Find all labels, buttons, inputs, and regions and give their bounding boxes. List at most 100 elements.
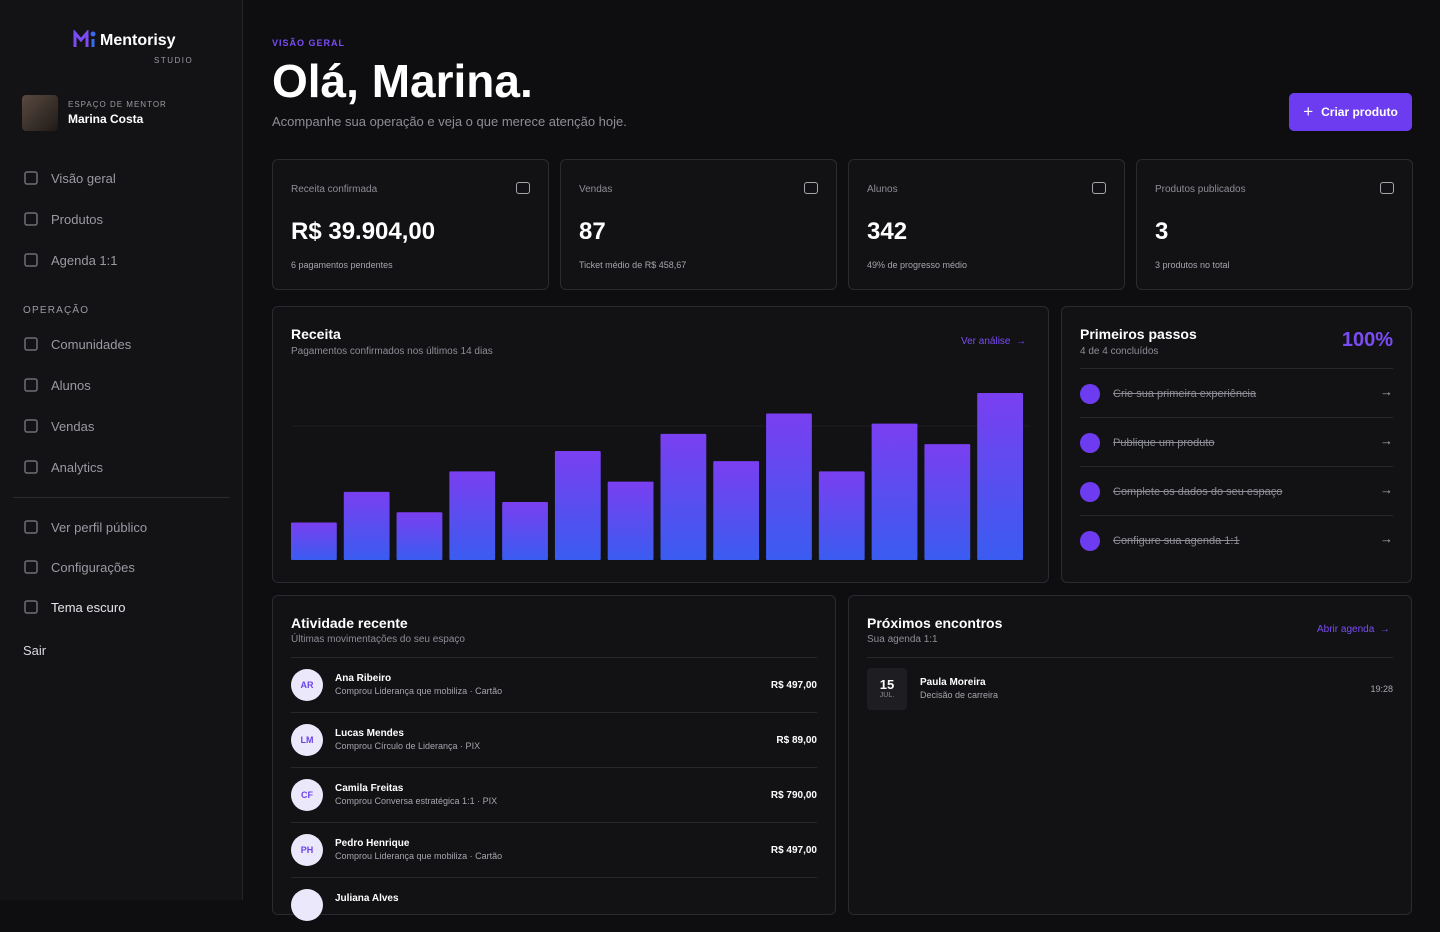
- bar: [766, 413, 812, 560]
- meeting: 15 JUL. Paula Moreira Decisão de carreira 19…: [867, 668, 1393, 710]
- card-subtitle: Pagamentos confirmados nos últimos 14 di…: [291, 346, 493, 357]
- stat-label: Produtos publicados: [1155, 184, 1246, 195]
- stat-icon: [516, 182, 530, 194]
- activity-card: Atividade recente Últimas movimentações …: [272, 595, 836, 921]
- nav-item[interactable]: Configurações: [23, 559, 135, 575]
- nav-label: Configurações: [51, 559, 135, 575]
- step: Configure sua agenda 1:1 →: [1080, 515, 1393, 564]
- chart: [291, 393, 1030, 560]
- nav-icon: [24, 520, 38, 534]
- nav-icon: [24, 337, 38, 351]
- nav-item[interactable]: Produtos: [23, 211, 103, 227]
- name: Camila Freitas: [335, 783, 404, 794]
- arrow-icon: →: [1380, 482, 1393, 497]
- check-icon: [1080, 531, 1100, 551]
- amount: R$ 790,00: [770, 790, 817, 801]
- button-label: Criar produto: [1321, 105, 1398, 119]
- step-label: Crie sua primeira experiência: [1113, 388, 1257, 400]
- logo-icon: [73, 30, 96, 47]
- nav-icon: [24, 560, 38, 574]
- activity-row: LM Lucas Mendes Comprou Círculo de Lideran…: [291, 712, 817, 767]
- avatar: [22, 95, 58, 131]
- nav-item[interactable]: Tema escuro: [23, 599, 125, 615]
- bar: [396, 512, 443, 560]
- nav-item[interactable]: Alunos: [23, 377, 91, 393]
- nav-icon: [24, 419, 38, 433]
- meetings-card: Próximos encontros Sua agenda 1:1 Abrir …: [848, 595, 1412, 915]
- create-button[interactable]: + Criar produto: [1289, 93, 1412, 131]
- stat-value: 3: [1155, 218, 1169, 245]
- activity-row: Juliana Alves: [291, 877, 817, 932]
- link[interactable]: Abrir agenda →: [1317, 624, 1390, 635]
- nav-label: Agenda 1:1: [51, 252, 118, 268]
- activity-row: PH Pedro Henrique Comprou Liderança que mo…: [291, 822, 817, 877]
- nav-item[interactable]: Ver perfil público: [23, 519, 147, 535]
- detail: Comprou Liderança que mobiliza · Cartão: [335, 851, 503, 861]
- percent: 100%: [1341, 329, 1393, 351]
- day: 15: [879, 677, 895, 692]
- stat-note: 3 produtos no total: [1155, 260, 1230, 270]
- amount: R$ 497,00: [770, 680, 817, 691]
- link-label: Ver análise: [961, 336, 1011, 347]
- avatar: AR: [291, 669, 323, 701]
- bar: [924, 444, 971, 560]
- card-title: Atividade recente: [291, 615, 408, 631]
- page: Mentorisy Studio {"sidebar":{"brand":"Me…: [13, 0, 1413, 921]
- stat-icon: [1092, 182, 1106, 194]
- check-icon: [1080, 384, 1100, 404]
- section-label: OPERAÇÃO: [23, 305, 90, 316]
- stat-card: Produtos publicados 3 3 produtos no total: [1136, 159, 1413, 290]
- amount: R$ 497,00: [770, 845, 817, 856]
- brand-sub: STUDIO: [154, 56, 194, 65]
- nav-label: Analytics: [51, 459, 104, 475]
- nav-label: Visão geral: [51, 170, 116, 186]
- stat-note: 6 pagamentos pendentes: [291, 260, 393, 270]
- card-title: Receita: [291, 326, 341, 342]
- bar: [607, 481, 654, 560]
- avatar: LM: [291, 724, 323, 756]
- stat-label: Vendas: [579, 184, 613, 195]
- logout[interactable]: Sair: [23, 643, 47, 658]
- month: JUL.: [879, 692, 895, 699]
- nav-item[interactable]: Visão geral: [23, 170, 116, 186]
- bar: [871, 423, 918, 560]
- eyebrow: VISÃO GERAL: [272, 38, 346, 48]
- nav-icon: [24, 171, 38, 185]
- bar: [449, 471, 496, 560]
- arrow-icon: →: [1380, 433, 1393, 448]
- name: Juliana Alves: [335, 893, 399, 904]
- card-title: Primeiros passos: [1080, 326, 1197, 342]
- nav-label: Vendas: [51, 418, 95, 434]
- nav-item[interactable]: Comunidades: [23, 336, 131, 352]
- nav-item[interactable]: Analytics: [23, 459, 103, 475]
- stat-icon: [804, 182, 818, 194]
- nav-item[interactable]: Vendas: [23, 418, 94, 434]
- nav-icon: [24, 378, 38, 392]
- stat-value: R$ 39.904,00: [291, 218, 436, 245]
- nav-item[interactable]: Agenda 1:1: [23, 252, 118, 268]
- time: 19:28: [1370, 684, 1393, 694]
- nav-icon: [24, 253, 38, 267]
- name: Ana Ribeiro: [335, 673, 392, 684]
- profile-caption: ESPAÇO DE MENTOR: [68, 100, 167, 109]
- page-subtitle: Acompanhe sua operação e veja o que mere…: [272, 114, 627, 129]
- detail: Comprou Conversa estratégica 1:1 · PIX: [335, 796, 498, 806]
- stat-note: Ticket médio de R$ 458,67: [579, 260, 687, 270]
- topic: Decisão de carreira: [920, 690, 999, 700]
- nav-label: Tema escuro: [51, 599, 126, 615]
- stat-card: Vendas 87 Ticket médio de R$ 458,67: [560, 159, 837, 290]
- brand: Mentorisy: [100, 32, 176, 49]
- stat-label: Alunos: [867, 184, 898, 195]
- card-subtitle: Sua agenda 1:1: [867, 634, 938, 645]
- divider: [13, 497, 230, 498]
- detail: Comprou Liderança que mobiliza · Cartão: [335, 686, 503, 696]
- body: Mentorisy STUDIO ESPAÇO DE MENTOR Marina…: [13, 0, 1413, 921]
- step: Complete os dados do seu espaço →: [1080, 466, 1393, 515]
- bar: [554, 450, 601, 560]
- link[interactable]: Ver análise →: [961, 336, 1027, 347]
- step: Crie sua primeira experiência →: [1080, 368, 1393, 417]
- bar: [502, 502, 548, 560]
- card-subtitle: Últimas movimentações do seu espaço: [291, 634, 465, 645]
- nav-label: Alunos: [51, 377, 91, 393]
- stat-note: 49% de progresso médio: [867, 260, 968, 270]
